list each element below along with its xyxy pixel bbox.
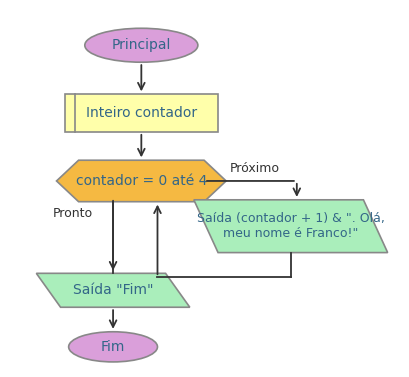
Ellipse shape: [85, 28, 198, 62]
Text: Saída "Fim": Saída "Fim": [73, 283, 153, 297]
Text: Pronto: Pronto: [52, 207, 92, 220]
Polygon shape: [194, 200, 388, 253]
Polygon shape: [56, 160, 226, 202]
Ellipse shape: [69, 332, 157, 362]
Text: Inteiro contador: Inteiro contador: [86, 106, 197, 120]
FancyBboxPatch shape: [65, 94, 218, 132]
Text: contador = 0 até 4: contador = 0 até 4: [76, 174, 207, 188]
Text: Fim: Fim: [101, 340, 125, 354]
Text: Saída (contador + 1) & ". Olá,
meu nome é Franco!": Saída (contador + 1) & ". Olá, meu nome …: [197, 212, 385, 240]
Text: Próximo: Próximo: [230, 161, 280, 175]
Text: Principal: Principal: [112, 38, 171, 52]
Polygon shape: [36, 273, 190, 307]
